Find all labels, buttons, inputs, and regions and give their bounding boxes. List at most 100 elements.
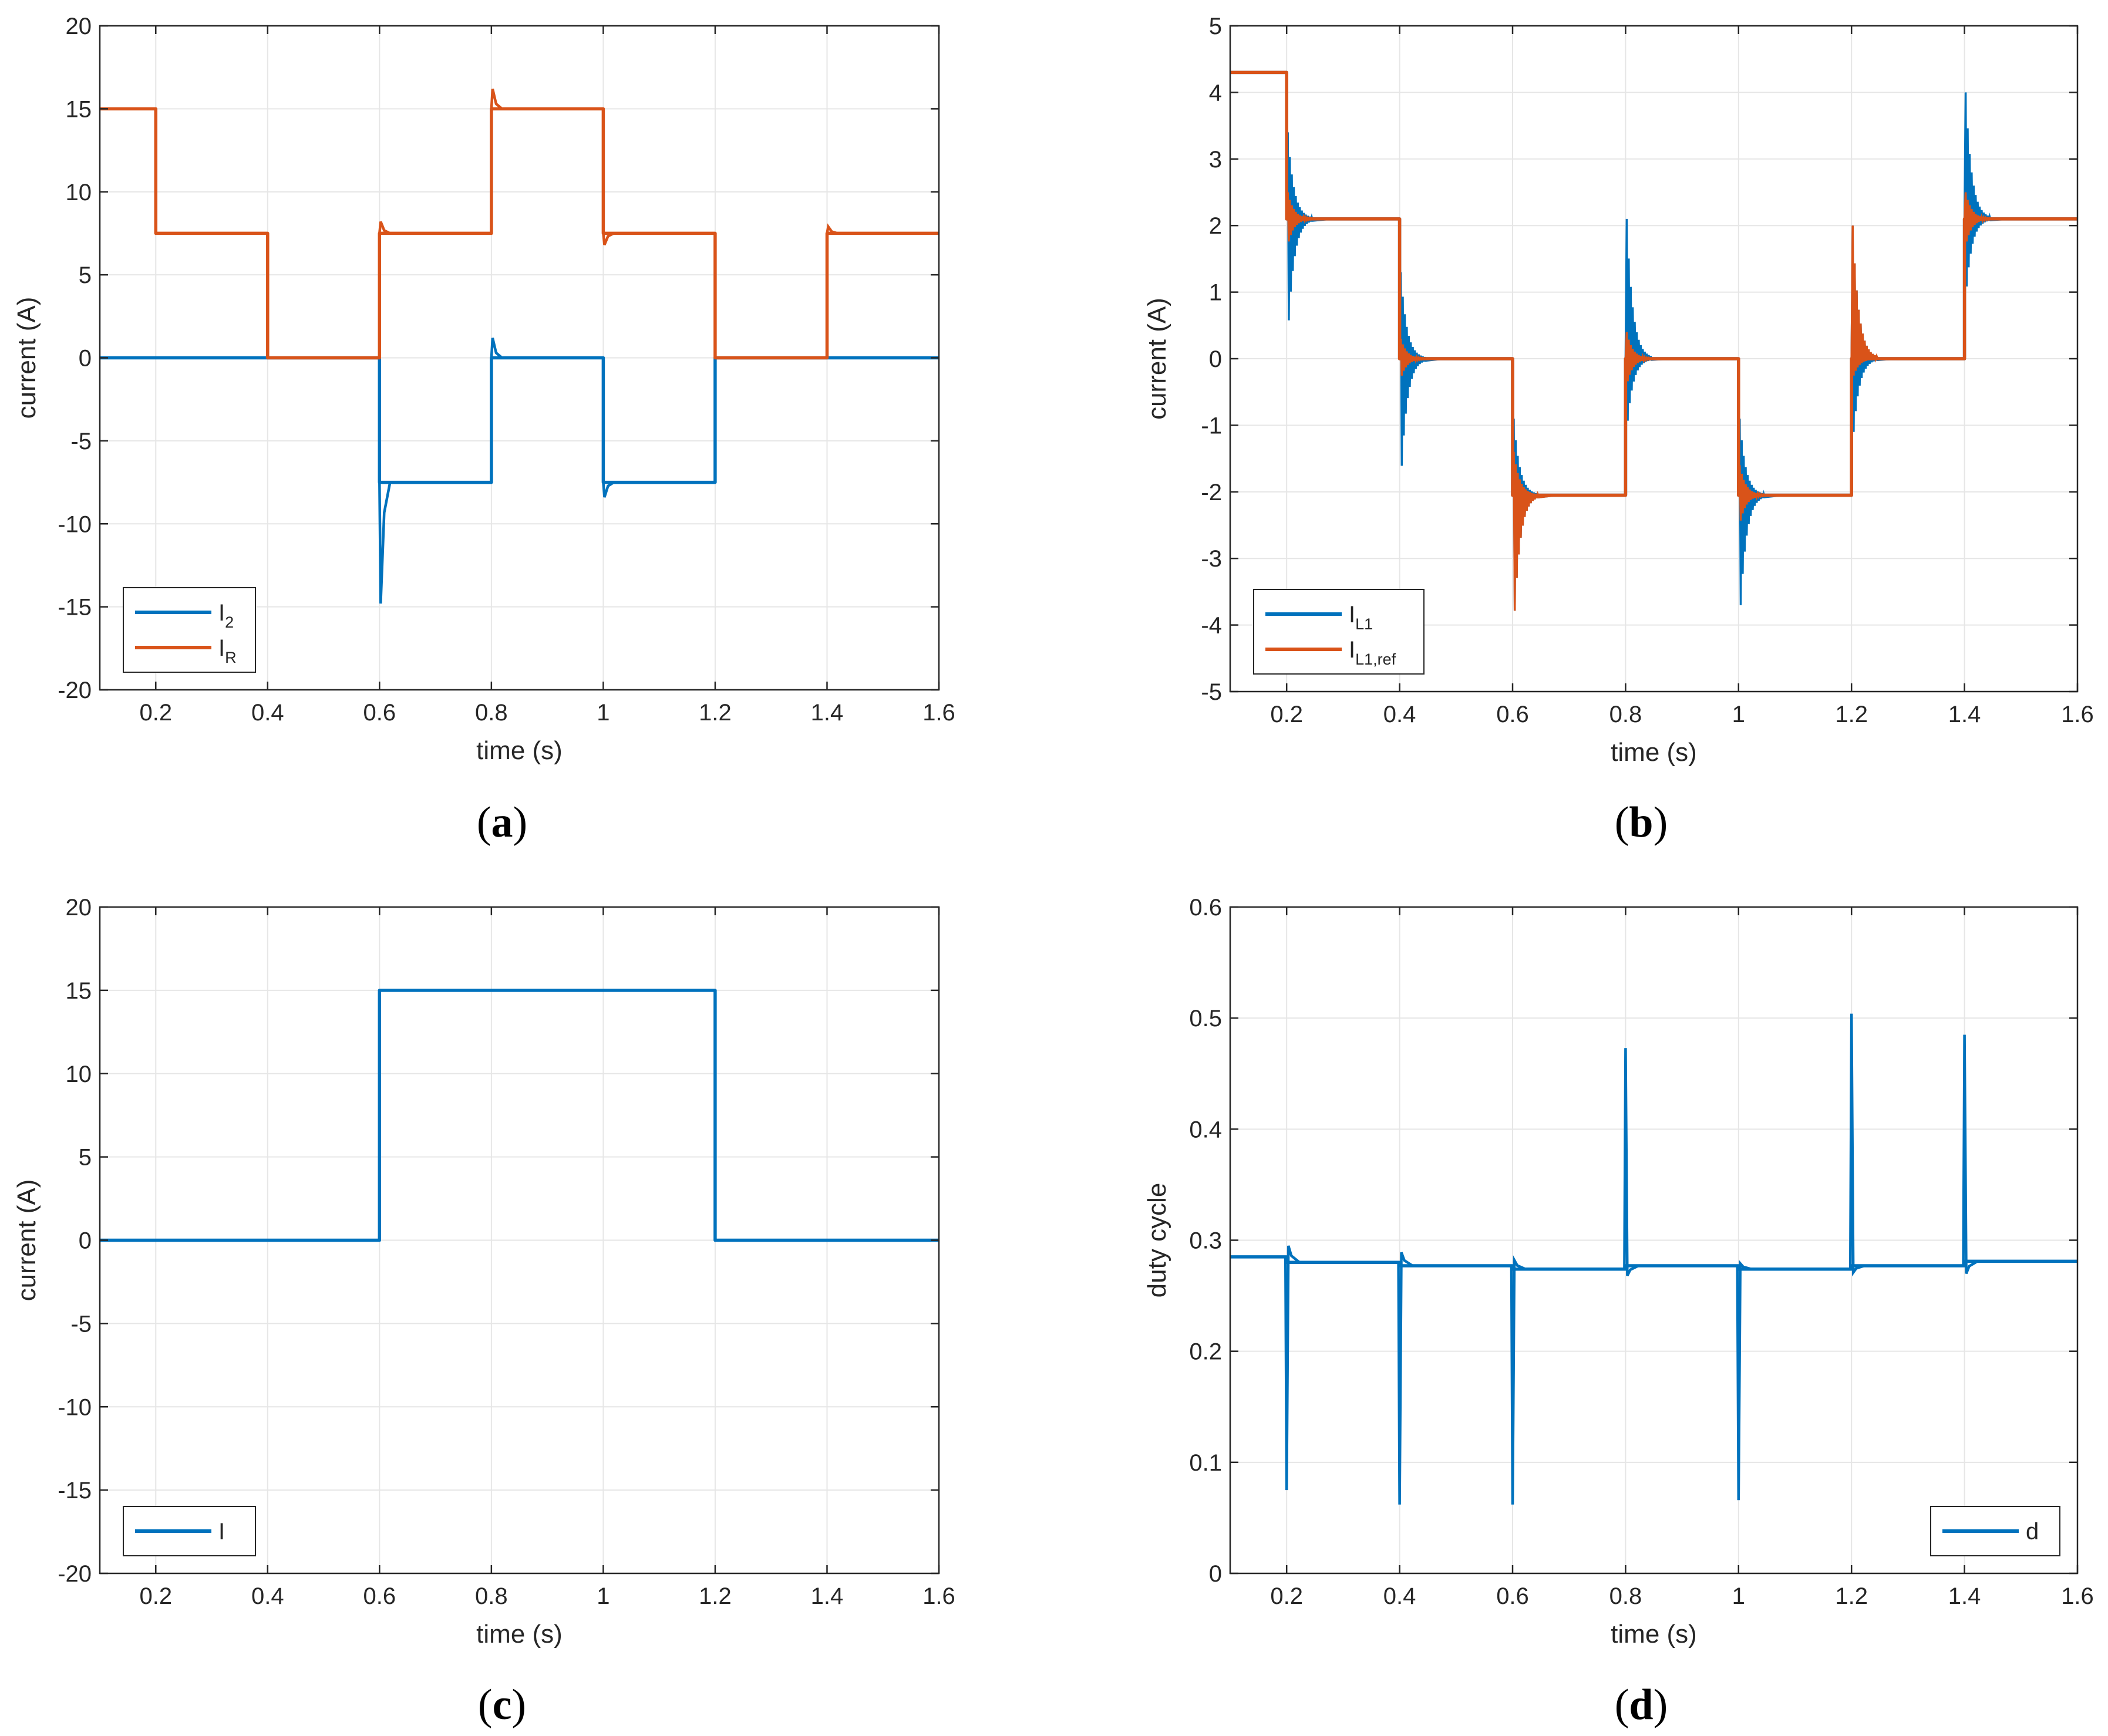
- series-il1ref-oscillation: [1850, 225, 1897, 376]
- legend-label-subscript: L1,ref: [1355, 650, 1396, 668]
- caption-letter: a: [491, 798, 513, 847]
- series-d-spike: [1397, 1252, 1413, 1505]
- series-i2-spike: [490, 338, 503, 359]
- x-tick-label: 1.4: [811, 700, 844, 726]
- caption-close-paren: ): [1654, 1681, 1668, 1729]
- series-d-spike: [1736, 1260, 1752, 1501]
- series-il1ref-oscillation: [1511, 451, 1558, 611]
- data-layer: [100, 989, 939, 1242]
- panel-caption: (b): [1615, 798, 1668, 847]
- y-tick-label: 1: [1209, 280, 1222, 306]
- legend-label-main: I: [218, 635, 225, 661]
- data-layer: [1230, 1013, 2077, 1505]
- series-il1ref-line: [1230, 70, 2077, 497]
- x-tick-label: 1.4: [811, 1583, 844, 1609]
- y-tick-label: -10: [58, 511, 92, 537]
- y-tick-label: 0.4: [1189, 1117, 1222, 1142]
- y-tick-label: -5: [70, 1311, 92, 1337]
- series-i2-spike: [378, 482, 392, 604]
- x-tick-label: 1.4: [1948, 702, 1981, 727]
- x-tick-label: 1.4: [1948, 1583, 1981, 1609]
- legend-label-ir: IR: [218, 635, 237, 666]
- legend-label-main: I: [218, 1519, 225, 1545]
- x-tick-label: 0.8: [1609, 1583, 1642, 1609]
- series-ir-spike: [602, 232, 615, 246]
- caption-letter: b: [1629, 798, 1653, 847]
- y-tick-label: 5: [1209, 14, 1222, 39]
- series-ir-spike: [826, 223, 839, 235]
- series-il1ref-oscillation: [1624, 332, 1671, 382]
- y-tick-label: 0: [1209, 346, 1222, 372]
- panel-caption: (a): [477, 798, 527, 847]
- y-tick-label: -4: [1201, 613, 1222, 639]
- y-tick-label: 0: [79, 346, 92, 372]
- x-tick-label: 0.4: [1383, 1583, 1416, 1609]
- y-tick-label: 0.2: [1189, 1339, 1222, 1365]
- legend-label-main: I: [1349, 637, 1355, 663]
- data-layer: [1230, 70, 2077, 611]
- x-tick-label: 0.8: [475, 1583, 508, 1609]
- x-tick-label: 0.6: [363, 700, 396, 726]
- y-tick-label: -5: [1201, 679, 1222, 705]
- x-tick-label: 0.2: [139, 1583, 172, 1609]
- x-tick-label: 1: [1732, 1583, 1745, 1609]
- legend-label-main: I: [218, 600, 225, 626]
- caption-open-paren: (: [1615, 798, 1629, 847]
- legend-label-il1ref: IL1,ref: [1349, 637, 1396, 668]
- legend: d: [1930, 1506, 2060, 1556]
- series-d-spike: [1623, 1048, 1639, 1276]
- series-ir-spike: [490, 88, 503, 110]
- data-layer: [100, 88, 939, 604]
- legend-label-i: I: [218, 1519, 225, 1545]
- y-axis-label: duty cycle: [1143, 1183, 1171, 1298]
- series-d-spike: [1848, 1013, 1865, 1277]
- x-axis-label: time (s): [476, 736, 563, 765]
- chart-panel-a: 0.2 0.4 0.6 0.8 1 1.2 1.4 1.6 -20 -15 -10 -5 0 5 10 15 2…: [12, 14, 955, 847]
- legend-label-i2: I2: [218, 600, 234, 631]
- y-tick-label: -20: [58, 677, 92, 703]
- x-axis-label: time (s): [1611, 738, 1697, 767]
- y-tick-label: 20: [66, 14, 92, 39]
- y-tick-label: 3: [1209, 147, 1222, 173]
- x-tick-label: 0.6: [1496, 702, 1529, 727]
- caption-letter: d: [1629, 1681, 1653, 1729]
- x-tick-label: 1.6: [922, 1583, 955, 1609]
- y-tick-label: 0: [79, 1228, 92, 1254]
- series-ir-spike: [378, 221, 391, 235]
- y-tick-label: 15: [66, 978, 92, 1004]
- panel-caption: (c): [478, 1681, 526, 1729]
- series-il1ref-oscillation: [1398, 338, 1444, 376]
- series-il1ref-oscillation: [1285, 192, 1332, 242]
- x-tick-label: 0.6: [1496, 1583, 1529, 1609]
- x-tick-label: 1: [597, 700, 609, 726]
- y-tick-label: 0.3: [1189, 1228, 1222, 1254]
- chart-panel-d: 0.2 0.4 0.6 0.8 1 1.2 1.4 1.6 0 0.1 0.2 0.3 0.4 0.5 0.…: [1143, 895, 2094, 1729]
- y-tick-label: 10: [66, 1061, 92, 1087]
- legend-label-subscript: R: [225, 649, 237, 666]
- x-tick-label: 1.2: [1835, 702, 1868, 727]
- caption-open-paren: (: [477, 798, 491, 847]
- x-axis-label: time (s): [1611, 1620, 1697, 1649]
- legend: I: [123, 1506, 256, 1556]
- panel-caption: (d): [1615, 1681, 1668, 1729]
- y-tick-label: 20: [66, 895, 92, 921]
- y-tick-label: 10: [66, 180, 92, 205]
- chart-panel-b: 0.2 0.4 0.6 0.8 1 1.2 1.4 1.6 -5 -4 -3 -2 -1 0 1 2 3 4 5 ti…: [1143, 14, 2094, 847]
- legend-label-main: I: [1349, 602, 1355, 628]
- y-tick-label: -3: [1201, 546, 1222, 572]
- x-tick-label: 1.2: [699, 700, 732, 726]
- legend-label-main: d: [2026, 1519, 2039, 1545]
- x-tick-label: 0.8: [1609, 702, 1642, 727]
- x-tick-label: 1.6: [922, 700, 955, 726]
- x-tick-label: 0.8: [475, 700, 508, 726]
- x-tick-label: 0.2: [1270, 1583, 1303, 1609]
- x-tick-label: 0.2: [1270, 702, 1303, 727]
- caption-close-paren: ): [513, 798, 528, 847]
- series-d-spike: [1510, 1255, 1526, 1505]
- x-tick-label: 1: [1732, 702, 1745, 727]
- y-axis-label: current (A): [12, 1179, 41, 1302]
- series-ir-line: [100, 107, 939, 360]
- series-il1ref-oscillation: [1963, 192, 2009, 242]
